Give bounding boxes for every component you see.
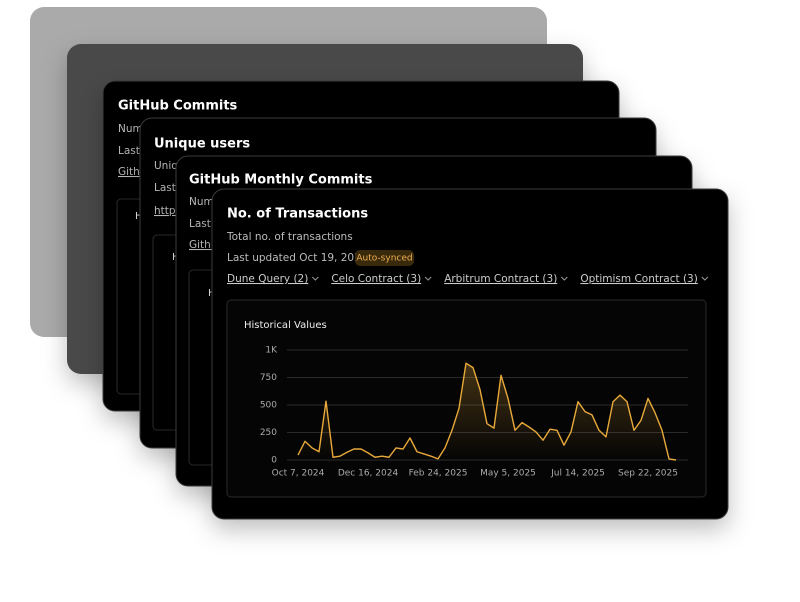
y-tick-label: 750	[260, 373, 277, 383]
x-tick-label: May 5, 2025	[480, 469, 536, 479]
y-tick-label: 250	[260, 428, 277, 438]
card-title: GitHub Monthly Commits	[189, 173, 373, 188]
filter-dropdown[interactable]: Optimism Contract (3)	[580, 273, 698, 285]
card-description: Num	[118, 123, 143, 135]
chevron	[560, 276, 568, 281]
card-link[interactable]: http	[154, 205, 176, 217]
card-title: Unique users	[154, 137, 250, 152]
card-description: Total no. of transactions	[226, 231, 353, 243]
filters: Dune Query (2) Celo Contract (3) Arbitrum …	[227, 273, 709, 285]
area	[298, 363, 676, 460]
card-updated: Last	[189, 218, 211, 230]
badge-text: Auto-synced	[356, 254, 412, 264]
x-tick-label: Jul 14, 2025	[550, 469, 605, 479]
badge	[355, 250, 414, 266]
card-title: GitHub Commits	[118, 99, 238, 114]
x-tick-label: Oct 7, 2024	[272, 469, 325, 479]
card-link[interactable]: Githu	[118, 166, 146, 178]
card-title: No. of Transactions	[227, 207, 368, 222]
filter-dropdown[interactable]: Arbitrum Contract (3)	[444, 273, 557, 285]
y-tick-label: 0	[271, 456, 277, 466]
card-description: Num	[189, 196, 214, 208]
card-updated: Last	[154, 182, 176, 194]
card-description: Uniq	[154, 160, 178, 172]
chevron	[311, 276, 319, 281]
filter-dropdown[interactable]: Dune Query (2)	[227, 273, 308, 285]
panel-title: Historical Values	[244, 320, 327, 331]
y-tick-label: 500	[260, 401, 277, 411]
card-updated: Last	[118, 145, 140, 157]
filter-dropdown[interactable]: Celo Contract (3)	[331, 273, 421, 285]
chart: 0 250 500 750 1K Oct 7, 2024 Dec 16, 2024 Feb 2…	[260, 346, 688, 479]
y-tick-label: 1K	[265, 346, 278, 356]
line	[297, 362, 677, 461]
chevron	[424, 276, 432, 281]
x-tick-label: Feb 24, 2025	[409, 469, 468, 479]
card: No. of Transactions Total no. of transac…	[211, 188, 729, 520]
card-link[interactable]: Githu	[189, 239, 217, 251]
x-tick-label: Sep 22, 2025	[618, 469, 678, 479]
panel-title: H	[135, 211, 143, 222]
x-tick-label: Dec 16, 2024	[338, 469, 399, 479]
card-updated: Last updated Oct 19, 2025	[227, 252, 367, 264]
chevron	[701, 276, 709, 281]
